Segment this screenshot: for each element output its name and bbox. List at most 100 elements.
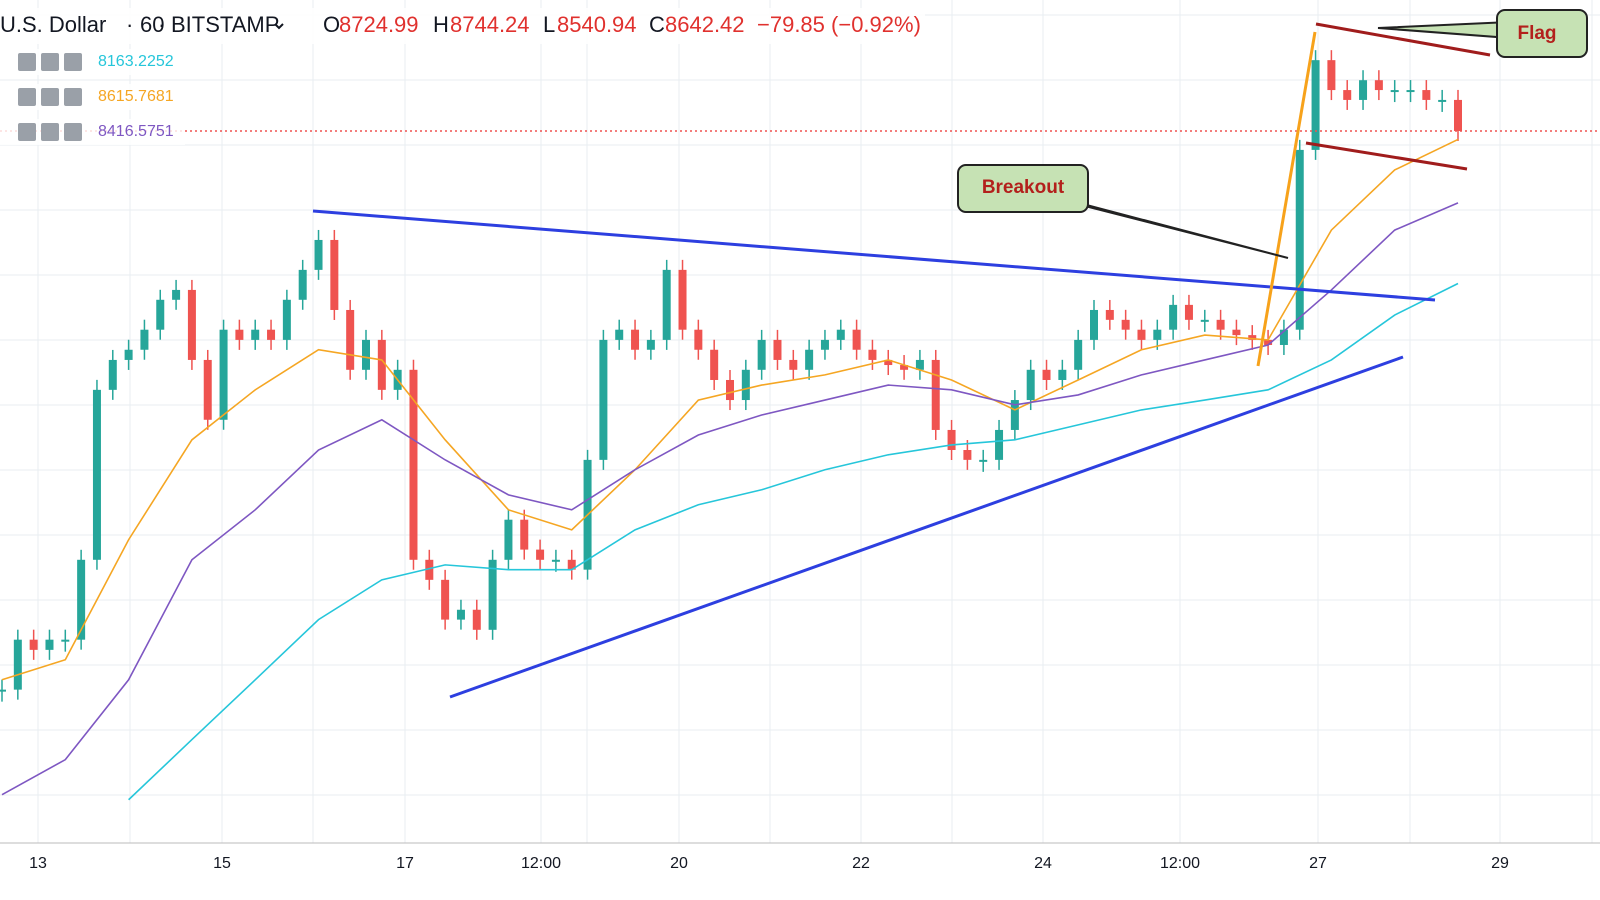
candle-body (1311, 60, 1320, 150)
candle-body (108, 359, 117, 390)
candle-body (472, 609, 481, 630)
high-label: H (433, 12, 449, 37)
flag-bottom (1305, 141, 1468, 171)
time-axis: 13 15 17 12:00 20 22 24 12:00 27 29 (29, 855, 1509, 872)
breakout-callout: Breakout (957, 164, 1289, 259)
high-value: 8744.24 (450, 12, 530, 37)
candle-body (757, 339, 766, 370)
x-tick-label: 20 (670, 855, 688, 872)
candle-body (314, 239, 323, 270)
candle-body (92, 389, 101, 560)
candle-body (1216, 319, 1225, 330)
candle-body (694, 329, 703, 350)
candle-body (551, 559, 560, 562)
x-tick-label: 29 (1491, 855, 1509, 872)
candle-body (140, 329, 149, 350)
separator: · (158, 12, 165, 37)
candle-body (0, 689, 6, 692)
candle-body (1105, 309, 1114, 320)
candle-body (1090, 309, 1098, 340)
candle-body (377, 339, 386, 390)
candle-body (330, 239, 339, 310)
x-tick-label: 24 (1034, 855, 1052, 872)
candle-body (599, 339, 608, 460)
visibility-icon[interactable] (18, 123, 36, 141)
candle-body (1153, 329, 1162, 340)
flag-pole (1256, 31, 1317, 367)
candle-body (124, 349, 133, 360)
candle-body (836, 329, 845, 340)
close-label: C (649, 12, 665, 37)
header: U.S. Dollar · 60 · BITSTAMP O 8724.99 H … (0, 8, 925, 44)
candle-body (900, 365, 909, 370)
candle-body (773, 339, 782, 360)
candle-body (868, 349, 877, 360)
candle-body (77, 559, 86, 640)
candle-body (915, 359, 924, 370)
candle-body (1184, 304, 1193, 320)
candle-body (1422, 90, 1431, 100)
remove-icon[interactable] (64, 123, 82, 141)
candle-body (1295, 149, 1304, 330)
moving-average (128, 282, 1459, 801)
flag-callout: Flag (1377, 9, 1588, 58)
candle-body (172, 289, 181, 300)
candle-body (979, 459, 988, 462)
flag-top (1315, 22, 1491, 57)
candle-body (931, 359, 940, 430)
candle-body (219, 329, 228, 420)
open-value: 8724.99 (339, 12, 419, 37)
x-tick-label: 12:00 (1160, 855, 1200, 872)
candle-body (1374, 80, 1383, 91)
candle-body (187, 289, 196, 360)
candle-body (1200, 319, 1209, 322)
plot (0, 50, 1600, 801)
candle-body (1121, 319, 1130, 330)
visibility-icon[interactable] (18, 53, 36, 71)
candle-body (884, 359, 893, 366)
candle-body (1454, 99, 1462, 131)
candle-body (726, 379, 734, 401)
callout-text: Flag (1517, 23, 1556, 44)
candle-body (1058, 369, 1067, 380)
candle-body (852, 329, 861, 350)
candle-body (646, 339, 655, 350)
low-value: 8540.94 (557, 12, 637, 37)
candle-body (156, 299, 165, 330)
candle-body (441, 579, 450, 620)
candle-body (45, 639, 54, 650)
header-bg (0, 8, 925, 44)
candle-body (963, 450, 972, 460)
candle-body (267, 329, 276, 340)
candle-body (1406, 90, 1415, 93)
indicator-value: 8615.7681 (98, 88, 174, 105)
callout-box (1496, 9, 1588, 58)
candle-body (298, 269, 307, 300)
candle-body (1010, 400, 1019, 430)
callout-text: Breakout (982, 177, 1065, 198)
candle-body (1343, 90, 1352, 100)
candle-body (488, 559, 497, 630)
remove-icon[interactable] (64, 88, 82, 106)
settings-icon[interactable] (41, 88, 59, 106)
settings-icon[interactable] (41, 123, 59, 141)
candle-body (282, 299, 291, 340)
candle-body (235, 329, 244, 340)
settings-icon[interactable] (41, 53, 59, 71)
remove-icon[interactable] (64, 53, 82, 71)
candle-body (251, 329, 260, 340)
separator: · (126, 12, 133, 37)
x-tick-label: 15 (213, 855, 231, 872)
dropdown-icon[interactable] (274, 23, 284, 30)
candle-body (1359, 80, 1368, 100)
candle-body (520, 519, 529, 550)
callout-pointer (1059, 197, 1289, 259)
candle-body (1327, 60, 1336, 91)
candle-body (203, 359, 212, 420)
change: −79.85 (−0.92%) (757, 12, 921, 37)
candle-body (346, 309, 355, 370)
candle-body (820, 339, 829, 350)
grid (0, 0, 1600, 843)
visibility-icon[interactable] (18, 88, 36, 106)
x-tick-label: 12:00 (521, 855, 561, 872)
